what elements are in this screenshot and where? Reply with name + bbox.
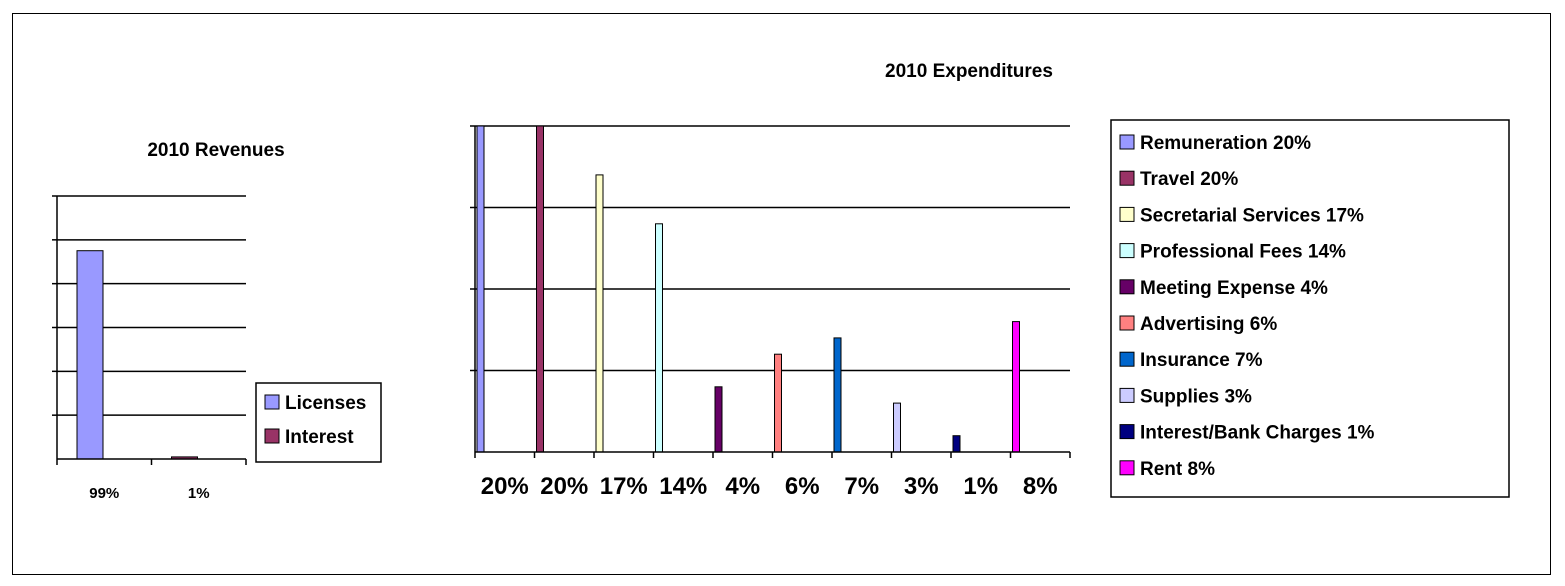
revenues-bars (76, 250, 198, 460)
expenditures-legend-swatch (1119, 206, 1135, 222)
expenditures-title: 2010 Expenditures (885, 61, 1053, 82)
expenditures-bar (655, 223, 663, 453)
expenditures-bar (1012, 321, 1020, 453)
expenditures-bar (833, 337, 842, 453)
expenditures-axis (470, 125, 1071, 458)
expenditures-legend-label: Meeting Expense 4% (1140, 278, 1328, 299)
revenues-legend-swatch (264, 428, 280, 444)
revenues-tick-label: 99% (89, 485, 119, 502)
expenditures-legend-swatch (1119, 387, 1135, 403)
expenditures-legend-swatch (1119, 460, 1135, 476)
expenditures-legend-label: Supplies 3% (1140, 386, 1252, 407)
expenditures-legend-swatch (1119, 134, 1135, 150)
expenditures-bar (774, 353, 782, 453)
expenditures-gridlines (475, 125, 1070, 372)
expenditures-tick-label: 7% (844, 473, 879, 500)
revenues-legend-swatch (264, 394, 280, 410)
revenues-tick-labels: 99% 1% (89, 485, 209, 502)
expenditures-legend-label: Remuneration 20% (1140, 133, 1311, 154)
expenditures-legend-swatch (1119, 279, 1135, 295)
expenditures-bar (536, 125, 544, 453)
expenditures-bar (595, 174, 604, 453)
expenditures-legend-label: Advertising 6% (1140, 314, 1277, 335)
expenditures-tick-label: 20% (540, 473, 588, 500)
expenditures-tick-label: 17% (600, 473, 648, 500)
expenditures-tick-label: 8% (1023, 473, 1058, 500)
expenditures-tick-label: 20% (481, 473, 529, 500)
revenues-legend-label: Interest (285, 427, 354, 448)
expenditures-legend-label: Insurance 7% (1140, 350, 1263, 371)
expenditures-tick-labels: 20% 20% 17% 14% 4% 6% 7% 3% 1% 8% (481, 473, 1058, 500)
revenues-legend-label: Licenses (285, 393, 366, 414)
expenditures-bar (893, 402, 901, 453)
expenditures-chart: 2010 Expenditures 20% 20% 17% 14% 4% 6% 7% 3% 1%… (470, 61, 1510, 500)
expenditures-legend-label: Interest/Bank Charges 1% (1140, 423, 1375, 444)
expenditures-legend-swatch (1119, 315, 1135, 331)
expenditures-legend-box (1110, 119, 1510, 498)
expenditures-tick-label: 1% (963, 473, 998, 500)
expenditures-legend-swatch (1119, 243, 1135, 259)
expenditures-bar (714, 386, 723, 453)
expenditures-legend-label: Professional Fees 14% (1140, 242, 1346, 263)
expenditures-legend-swatch (1119, 424, 1135, 440)
revenues-tick-label: 1% (188, 485, 210, 502)
expenditures-legend-label: Travel 20% (1140, 169, 1238, 190)
expenditures-bar (952, 435, 961, 453)
revenues-axis (52, 195, 247, 465)
expenditures-bar (476, 125, 485, 453)
expenditures-tick-label: 6% (785, 473, 820, 500)
expenditures-tick-label: 14% (659, 473, 707, 500)
expenditures-legend-swatch (1119, 170, 1135, 186)
expenditures-legend-label: Rent 8% (1140, 459, 1215, 480)
revenues-chart: 2010 Revenues 99% 1% Licenses Interest (52, 140, 382, 502)
revenues-bar (76, 250, 104, 460)
expenditures-legend-swatch (1119, 351, 1135, 367)
expenditures-legend: Remuneration 20% Travel 20% Secretarial Se… (1110, 119, 1510, 498)
expenditures-legend-label: Secretarial Services 17% (1140, 205, 1364, 226)
revenues-legend: Licenses Interest (255, 382, 382, 463)
revenues-title: 2010 Revenues (147, 140, 284, 161)
expenditures-tick-label: 3% (904, 473, 939, 500)
expenditures-tick-label: 4% (725, 473, 760, 500)
